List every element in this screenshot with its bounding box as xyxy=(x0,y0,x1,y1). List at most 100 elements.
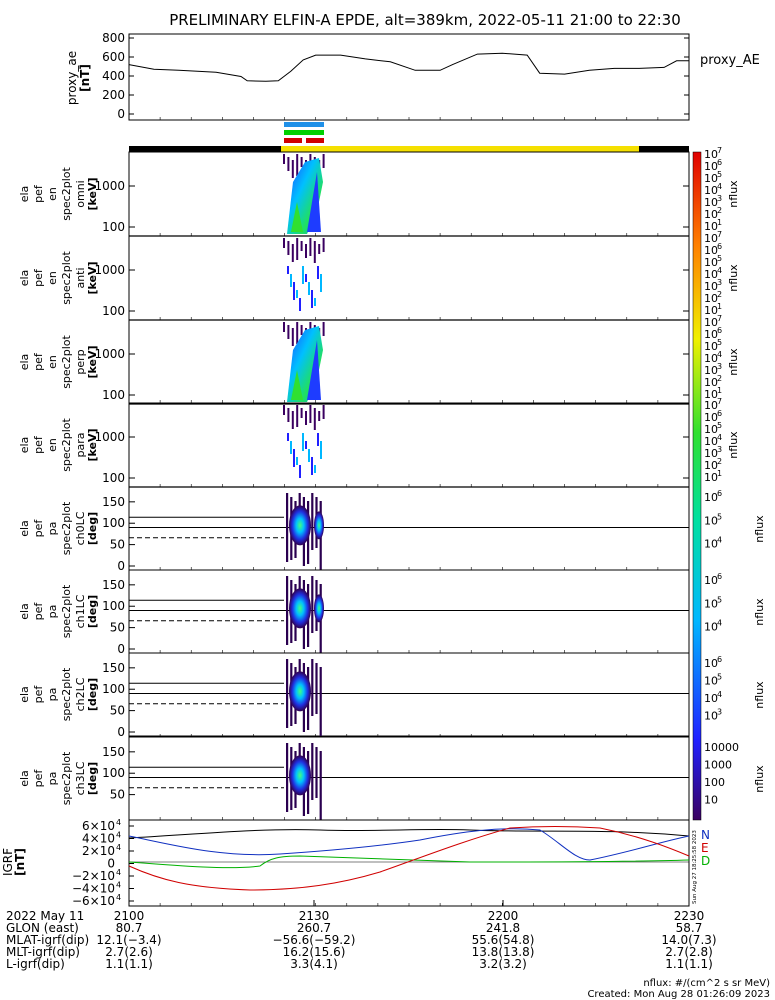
energy-speckle xyxy=(287,157,290,171)
energy-speckle-faint xyxy=(290,441,292,454)
energy-speckle xyxy=(318,411,321,421)
colorbar-tick-exponent: 5 xyxy=(717,338,722,347)
xaxis-ephemeris-value: 2.7(2.8) xyxy=(665,945,713,959)
pa-panel-1: ela pef pa spec2plot ch1LC [deg]150 100 50 0 xyxy=(18,569,690,656)
pa-panel-ylabel: [deg] xyxy=(86,678,99,711)
colorbar-tick-exponent: 4 xyxy=(717,266,722,275)
colorbar-tick-exponent: 6 xyxy=(717,242,722,251)
energy-speckle xyxy=(291,328,294,346)
pa-panel-ylabel: [deg] xyxy=(86,512,99,545)
igrf-ylabel: IGRF xyxy=(1,848,15,876)
colorbar-tick-exponent: 7 xyxy=(717,146,722,155)
energy-speckle xyxy=(322,405,325,419)
pa-panel-ylabel: spec2plot xyxy=(60,584,73,638)
pa-speckle xyxy=(319,667,322,736)
pa-panel-ylabel: spec2plot xyxy=(60,667,73,721)
xaxis-ephemeris-value: 3.2(3.2) xyxy=(479,957,527,971)
colorbar-tick-label: 10 xyxy=(704,388,718,401)
xaxis-ephemeris-value: −56.6(−59.2) xyxy=(273,933,356,947)
colorbar-tick-label: 10 xyxy=(704,340,718,353)
energy-speckle-faint xyxy=(299,298,301,311)
created-side-text: Sun Aug 27 18:25:58 2023 xyxy=(692,830,698,904)
xaxis-ephemeris-value: 14.0(7.3) xyxy=(661,933,716,947)
energy-speckle-faint xyxy=(296,457,298,465)
igrf-black-series xyxy=(128,828,690,839)
pa-ytick-label: 150 xyxy=(102,745,125,759)
proxy-ae-ytick-label: 0 xyxy=(117,107,125,121)
colorbar-nflux-label: nflux xyxy=(727,348,740,376)
energy-panel-ylabel: en xyxy=(46,438,59,452)
pa-panel-ylabel: spec2plot xyxy=(60,501,73,555)
proxy-ae-ytick-label: 400 xyxy=(102,69,125,83)
proxy-ae-ytick-label: 600 xyxy=(102,50,125,64)
colorbar-tick-label: 10 xyxy=(704,244,718,257)
energy-panel-3: ela pef en spec2plot para [keV]1000 100 xyxy=(18,402,690,488)
colorbar-tick-exponent: 6 xyxy=(717,489,722,498)
energy-ytick-label: 100 xyxy=(102,471,125,485)
colorbar-tick-exponent: 6 xyxy=(717,326,722,335)
energy-speckle-faint xyxy=(287,433,289,441)
colorbar xyxy=(692,151,702,821)
energy-speckle xyxy=(322,238,325,252)
energy-speckle xyxy=(291,411,294,429)
energy-speckle xyxy=(283,405,285,415)
energy-panel-ylabel: en xyxy=(46,355,59,369)
pa-flux-blob xyxy=(289,755,311,796)
igrf-ticks: 6×10 44×10 42×10 40−2×10 4−4×10 4−6×10 4 xyxy=(72,818,134,908)
colorbar-tick-exponent: 5 xyxy=(717,254,722,263)
colorbar-tick-exponent: 7 xyxy=(717,397,722,406)
colorbar-tick-exponent: 1 xyxy=(717,386,722,395)
energy-panel-ylabel: pef xyxy=(32,352,45,371)
pa-spectrogram-data xyxy=(286,576,324,653)
igrf-ytick-exponent: 4 xyxy=(116,881,121,890)
energy-speckle xyxy=(300,157,303,167)
energy-panel-ylabel: spec2plot xyxy=(60,418,73,472)
energy-speckle xyxy=(300,325,303,335)
igrf-ytick-label: 2×10 xyxy=(82,844,115,858)
energy-speckle xyxy=(287,325,290,339)
energy-panel-ylabel: spec2plot xyxy=(60,335,73,389)
igrf-ytick-exponent: 4 xyxy=(116,818,121,827)
igrf-ylabel-unit: [nT] xyxy=(13,848,27,876)
energy-panel-2: ela pef en spec2plot perp [keV]1000 100 xyxy=(18,319,690,405)
xaxis-ephemeris-value: 1.1(1.1) xyxy=(665,957,713,971)
energy-panel-ylabel: ela xyxy=(18,437,31,454)
pa-panel-ylabel: ela xyxy=(18,686,31,703)
colorbar-tick-exponent: 4 xyxy=(717,350,722,359)
colorbar-tick-label: 10 xyxy=(704,328,718,341)
colorbar-tick-exponent: 4 xyxy=(717,536,722,545)
footer-units: nflux: #/(cm^2 s sr MeV) xyxy=(643,978,770,989)
xaxis-time-label: 2230 xyxy=(674,909,705,923)
pa-panel-0: ela pef pa spec2plot ch0LC [deg]150 100 50 0 xyxy=(18,486,690,573)
colorbar-tick-exponent: 5 xyxy=(717,595,722,604)
energy-panel-frame xyxy=(128,235,690,321)
energy-speckle xyxy=(296,154,299,176)
energy-ytick-label: 1000 xyxy=(94,430,125,444)
pa-spectrogram-data xyxy=(286,659,322,736)
energy-panel-ylabel: en xyxy=(46,271,59,285)
colorbar-tick-label: 10 xyxy=(704,538,718,551)
colorbar-tick-label: 10 xyxy=(704,208,718,221)
energy-panel-0: ela pef en spec2plot omni [keV]1000 100 xyxy=(18,151,690,237)
pa-panel-ylabel: pa xyxy=(46,605,59,619)
colorbar-tick-label: 10 xyxy=(704,376,718,389)
energy-speckle xyxy=(287,241,290,255)
igrf-legend-d: D xyxy=(701,854,710,868)
proxy-ae-panel: proxy_ae [nT] 800 600 400 200 0 proxy_AE xyxy=(65,31,760,121)
energy-speckle-faint xyxy=(293,282,295,300)
pa-panel-3: ela pef pa spec2plot ch3LC [deg]150 100 50 xyxy=(18,736,690,821)
energy-speckle-faint xyxy=(305,441,307,449)
pa-speckle xyxy=(311,493,314,550)
pa-panel-ylabel: pef xyxy=(32,769,45,788)
pa-ytick-label: 0 xyxy=(117,725,125,739)
colorbar-tick-label: 100 xyxy=(704,776,725,789)
pa-flux-blob xyxy=(289,505,311,546)
pa-ytick-label: 0 xyxy=(117,559,125,573)
xaxis-time-label: 2200 xyxy=(488,909,519,923)
pa-ytick-label: 50 xyxy=(110,788,125,802)
colorbar-tick-label: 10 xyxy=(704,364,718,377)
pa-spectrogram-data xyxy=(286,743,322,820)
colorbar-tick-exponent: 1 xyxy=(717,302,722,311)
igrf-legend-n: N xyxy=(701,828,710,842)
